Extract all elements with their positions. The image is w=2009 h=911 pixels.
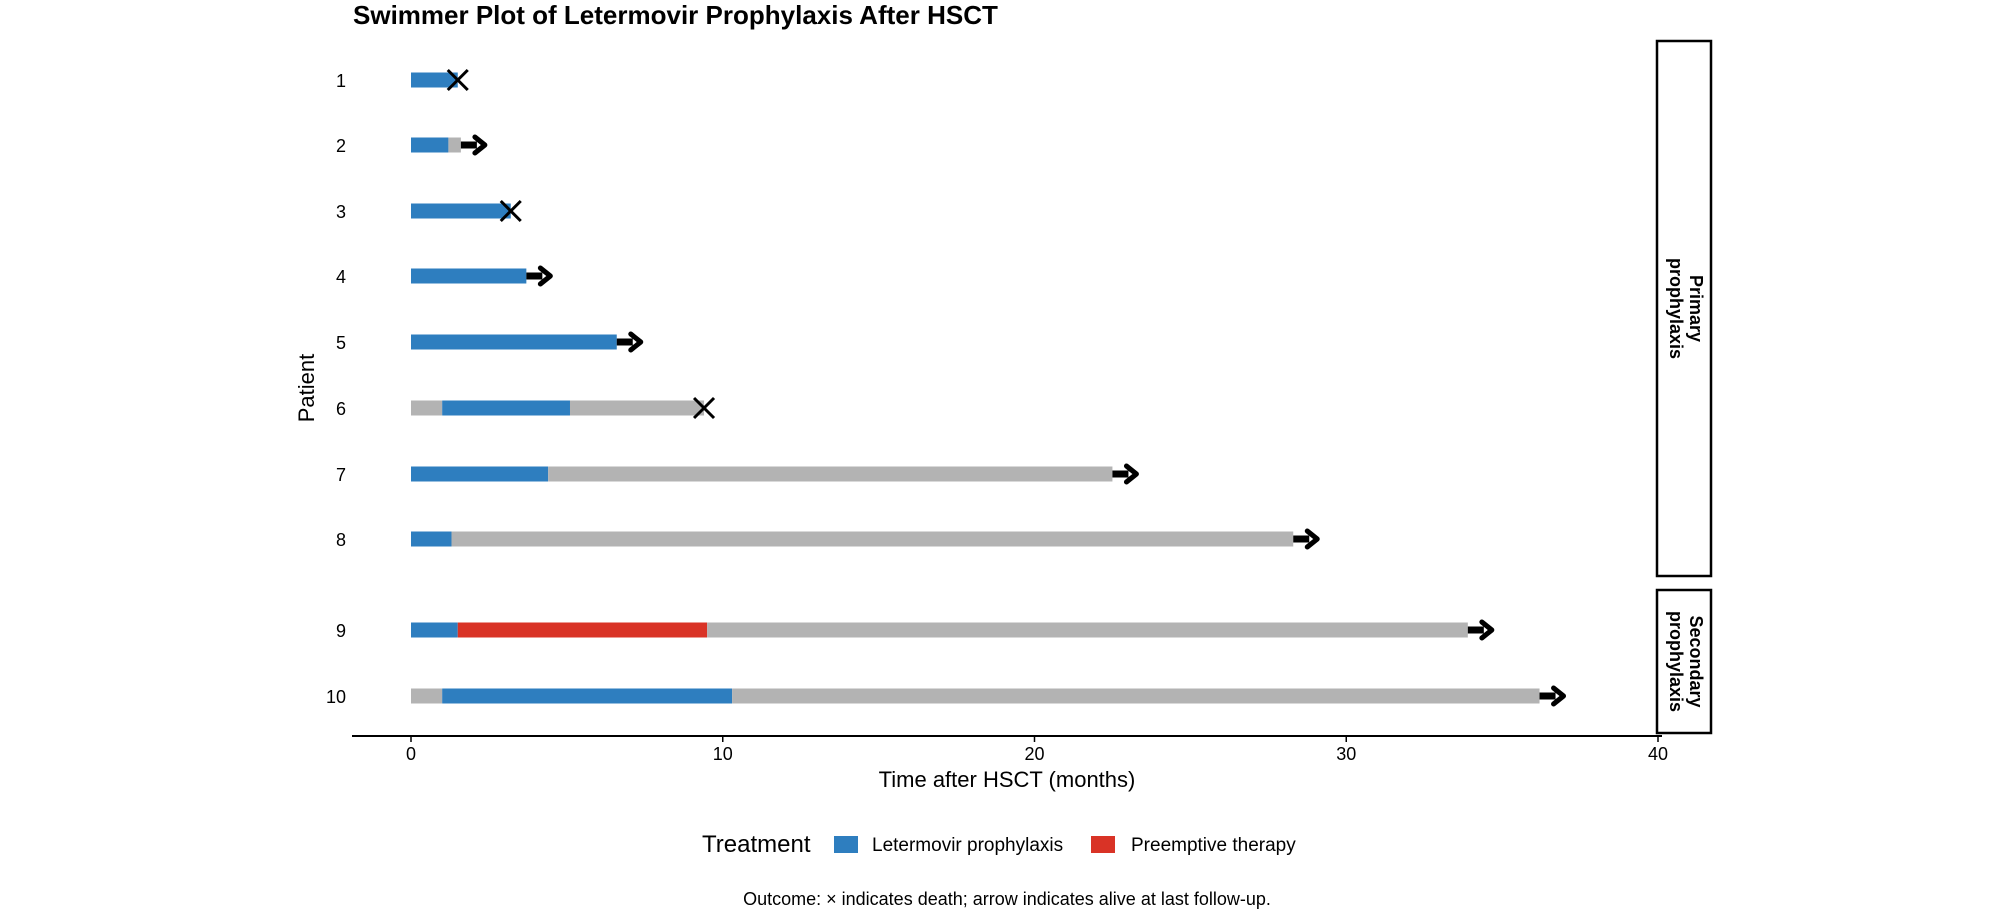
- y-tick-label: 2: [336, 136, 346, 156]
- bar-segment-off_treatment-patient-2: [448, 137, 461, 153]
- chart-title: Swimmer Plot of Letermovir Prophylaxis A…: [353, 0, 998, 30]
- bar-segment-off_treatment-patient-10: [732, 688, 1540, 704]
- y-tick-label: 7: [336, 465, 346, 485]
- y-tick-label: 1: [336, 71, 346, 91]
- bar-segment-off_treatment-patient-7: [548, 466, 1113, 482]
- bars-layer: [411, 72, 1540, 704]
- facet-strip: [1655, 588, 1713, 735]
- alive-arrow-marker: [460, 134, 488, 156]
- legend-entry-label: Letermovir prophylaxis: [872, 835, 1063, 856]
- y-tick-label: 4: [336, 267, 346, 287]
- legend-swatch-preemptive: [1091, 836, 1115, 853]
- alive-arrow-marker: [1293, 528, 1320, 550]
- death-marker: [499, 199, 522, 223]
- x-tick-label: 20: [1024, 744, 1044, 764]
- bar-segment-off_treatment-patient-8: [451, 531, 1294, 547]
- facet-strip: [1655, 39, 1713, 578]
- facet-label: Primaryprophylaxis: [1666, 258, 1706, 359]
- alive-arrow-marker: [526, 265, 553, 287]
- bar-segment-letermovir-patient-10: [442, 688, 733, 704]
- bar-segment-off_treatment-patient-6: [411, 400, 443, 416]
- bar-segment-letermovir-patient-1: [411, 72, 458, 88]
- bar-segment-off_treatment-patient-6: [569, 400, 705, 416]
- caption: Outcome: × indicates death; arrow indica…: [743, 889, 1271, 909]
- y-tick-label: 3: [336, 202, 346, 222]
- alive-arrow-marker: [1467, 619, 1495, 641]
- y-tick-label: 8: [336, 530, 346, 550]
- facet-strips: Primaryprophylaxis Secondaryprophylaxis: [1655, 39, 1713, 735]
- alive-arrow-marker: [1112, 463, 1139, 485]
- death-marker: [446, 68, 469, 92]
- bar-segment-letermovir-patient-4: [411, 268, 527, 284]
- facet-label: Secondaryprophylaxis: [1666, 611, 1706, 712]
- legend-entry-label: Preemptive therapy: [1131, 835, 1296, 856]
- bar-segment-letermovir-patient-9: [411, 622, 458, 638]
- y-axis-label: Patient: [294, 354, 319, 423]
- alive-arrow-marker: [1539, 685, 1567, 707]
- x-tick-label: 40: [1648, 744, 1668, 764]
- bar-segment-letermovir-patient-3: [411, 203, 511, 219]
- y-tick-label: 9: [336, 621, 346, 641]
- bar-segment-letermovir-patient-5: [411, 334, 617, 350]
- alive-arrow-marker: [616, 331, 644, 353]
- bar-segment-off_treatment-patient-10: [411, 688, 443, 704]
- bar-segment-letermovir-patient-8: [411, 531, 452, 547]
- bar-segment-off_treatment-patient-9: [707, 622, 1468, 638]
- x-tick-label: 30: [1336, 744, 1356, 764]
- y-tick-label: 10: [326, 687, 346, 707]
- y-tick-labels: 1 2 3 4 5 6 7 8 9 10: [326, 71, 346, 707]
- x-tick-label: 0: [406, 744, 416, 764]
- x-tick-label: 10: [713, 744, 733, 764]
- bar-segment-letermovir-patient-2: [411, 137, 449, 153]
- y-tick-label: 5: [336, 333, 346, 353]
- markers-layer: [446, 68, 1567, 707]
- x-axis-ticks: 0 10 20 30 40: [406, 736, 1668, 764]
- death-marker: [692, 396, 716, 420]
- legend-swatch-letermovir: [834, 836, 858, 853]
- bar-segment-letermovir-patient-7: [411, 466, 549, 482]
- bar-segment-preemptive-patient-9: [457, 622, 708, 638]
- legend: Treatment Letermovir prophylaxis Preemptiv…: [702, 831, 1296, 858]
- legend-title: Treatment: [702, 831, 811, 858]
- bar-segment-letermovir-patient-6: [442, 400, 570, 416]
- x-axis-label: Time after HSCT (months): [879, 767, 1136, 792]
- y-tick-label: 6: [336, 399, 346, 419]
